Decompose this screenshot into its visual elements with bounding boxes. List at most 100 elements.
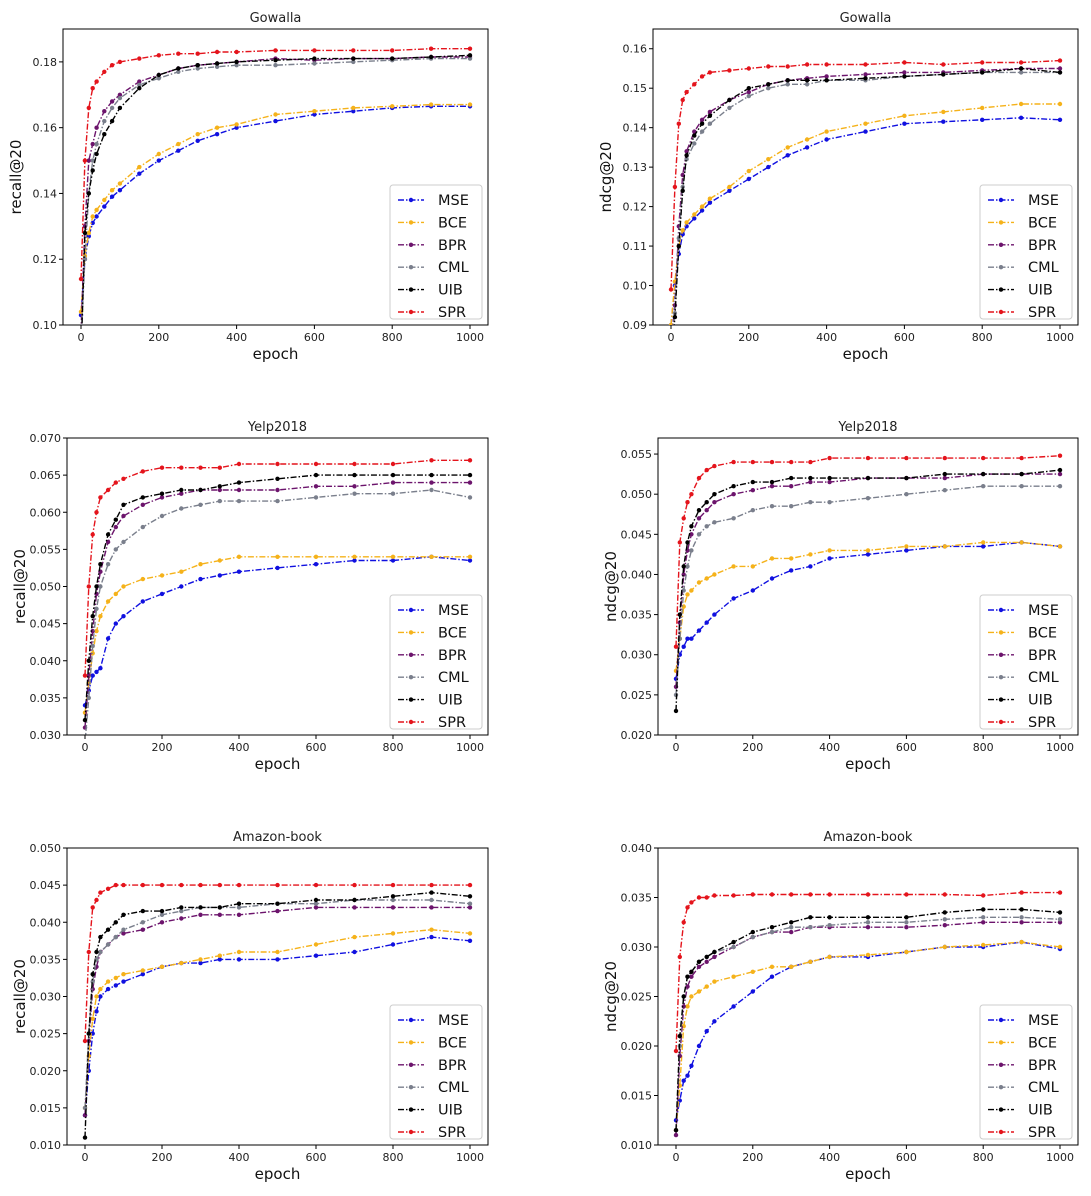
data-point-uib	[105, 927, 111, 932]
legend-marker-spr	[408, 1129, 414, 1135]
y-tick-label: 0.035	[621, 609, 653, 622]
data-point-mse	[689, 636, 694, 641]
data-point-uib	[390, 472, 396, 478]
data-point-mse	[312, 112, 317, 117]
data-point-cml	[904, 492, 909, 497]
data-point-uib	[156, 72, 161, 78]
data-point-bce	[214, 125, 220, 130]
legend-label-bce: BCE	[438, 215, 467, 231]
x-tick-label: 200	[742, 741, 763, 754]
data-point-spr	[1019, 890, 1024, 895]
data-point-spr	[804, 62, 810, 67]
x-tick-label: 600	[896, 1151, 917, 1164]
data-point-spr	[198, 465, 203, 470]
x-tick-label: 0	[82, 1151, 89, 1164]
data-point-bce	[766, 157, 771, 162]
data-point-uib	[904, 475, 909, 481]
data-point-mse	[824, 137, 829, 142]
data-point-uib	[217, 905, 222, 910]
data-point-cml	[808, 500, 813, 505]
data-point-uib	[1057, 70, 1063, 75]
data-point-spr	[677, 954, 682, 960]
data-point-cml	[769, 504, 775, 509]
data-point-bpr	[140, 502, 145, 507]
data-point-mse	[159, 591, 165, 597]
data-point-spr	[94, 79, 99, 84]
data-point-bce	[140, 576, 145, 582]
data-point-spr	[677, 540, 682, 545]
series-line-bpr	[84, 906, 470, 1116]
data-point-uib	[179, 905, 184, 910]
data-point-bpr	[117, 92, 123, 98]
data-point-cml	[467, 901, 473, 906]
legend-marker-bpr	[998, 242, 1004, 247]
data-point-uib	[676, 243, 681, 249]
data-point-uib	[712, 492, 717, 497]
data-point-bce	[94, 207, 99, 213]
data-point-spr	[731, 459, 736, 465]
data-point-cml	[865, 496, 871, 501]
data-point-uib	[789, 475, 794, 481]
data-point-bce	[707, 196, 713, 201]
x-tick-label: 400	[819, 741, 840, 754]
y-tick-label: 0.030	[30, 729, 62, 742]
data-point-uib	[712, 949, 717, 955]
data-point-bce	[198, 562, 203, 567]
series-group	[82, 882, 473, 1140]
data-point-mse	[390, 558, 396, 563]
data-point-spr	[746, 66, 751, 71]
data-point-spr	[82, 1038, 88, 1044]
data-point-spr	[1018, 60, 1024, 65]
data-point-uib	[1057, 467, 1063, 473]
data-point-uib	[673, 1128, 679, 1133]
data-point-bpr	[1057, 471, 1063, 477]
legend-label-uib: UIB	[438, 283, 463, 299]
y-tick-label: 0.040	[621, 568, 653, 581]
data-point-bpr	[769, 484, 775, 489]
data-point-spr	[113, 882, 119, 888]
data-point-bce	[98, 614, 103, 619]
legend-marker-cml	[408, 265, 414, 270]
y-tick-label: 0.040	[621, 842, 653, 855]
data-point-spr	[808, 892, 813, 897]
series-line-bce	[84, 928, 471, 1108]
data-point-cml	[727, 105, 732, 111]
series-line-bpr	[675, 473, 1060, 687]
data-point-spr	[941, 62, 946, 67]
y-tick-label: 0.070	[30, 432, 62, 445]
data-point-mse	[981, 544, 986, 549]
data-point-uib	[90, 168, 95, 173]
data-point-cml	[769, 929, 775, 935]
data-point-bce	[769, 556, 775, 561]
data-point-mse	[712, 612, 717, 617]
data-point-spr	[176, 51, 181, 56]
data-point-bpr	[746, 89, 751, 95]
data-point-bpr	[681, 1004, 686, 1009]
data-point-mse	[712, 1019, 717, 1024]
y-tick-label: 0.065	[30, 469, 62, 482]
data-point-mse	[696, 1043, 702, 1049]
data-point-cml	[351, 59, 356, 65]
legend-label-cml: CML	[438, 670, 469, 686]
y-tick-label: 0.13	[623, 161, 648, 174]
data-point-bpr	[352, 905, 357, 910]
data-point-uib	[827, 475, 832, 481]
data-point-bce	[275, 949, 280, 955]
data-point-mse	[140, 599, 145, 604]
data-point-uib	[82, 230, 88, 236]
data-point-uib	[808, 475, 813, 481]
chart-title: Amazon-book	[824, 830, 913, 845]
data-point-mse	[689, 1063, 694, 1069]
data-point-mse	[156, 158, 161, 163]
data-point-mse	[696, 628, 702, 633]
data-point-mse	[102, 204, 107, 209]
x-axis-label: epoch	[843, 345, 889, 363]
x-tick-label: 800	[383, 741, 404, 754]
data-point-uib	[90, 972, 95, 977]
data-point-spr	[102, 69, 107, 75]
data-point-uib	[121, 912, 126, 917]
legend-marker-bce	[998, 220, 1004, 225]
data-point-bce	[121, 972, 126, 977]
data-point-spr	[94, 510, 99, 515]
data-point-cml	[121, 539, 126, 545]
